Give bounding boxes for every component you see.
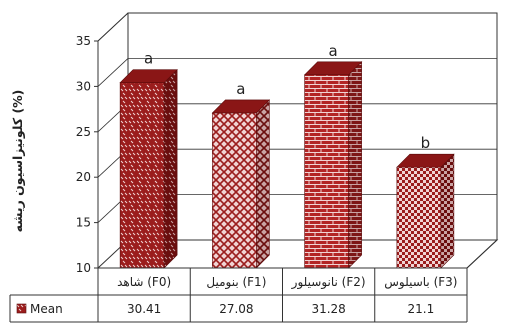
x-category-label: باسیلوس (F3) <box>384 275 457 290</box>
y-tick-label: 25 <box>76 125 91 139</box>
significance-letter: b <box>421 134 431 152</box>
gridline-side <box>97 12 129 42</box>
bar-top <box>119 69 178 83</box>
y-tick-label: 30 <box>76 79 91 93</box>
data-value-label: 27.08 <box>219 302 253 316</box>
legend-swatch <box>16 303 27 314</box>
data-value-label: 31.28 <box>311 302 345 316</box>
bar-side <box>348 61 362 269</box>
bar <box>304 74 349 269</box>
bar-group <box>303 61 363 269</box>
bar-side <box>163 68 178 269</box>
bar <box>212 112 257 269</box>
significance-letter: a <box>329 42 338 60</box>
gridline-side <box>97 58 129 87</box>
x-category-label: شاهد (F0) <box>117 275 171 289</box>
bar-top <box>303 61 363 76</box>
bar-top <box>396 153 455 168</box>
bar-group <box>119 68 178 269</box>
data-value-label: 30.41 <box>127 302 161 316</box>
y-tick-label: 35 <box>76 34 91 48</box>
x-category-label: نانوسیلور (F2) <box>291 275 366 290</box>
data-value-label: 21.1 <box>408 302 435 316</box>
bar <box>396 166 442 269</box>
bar-top <box>211 99 271 114</box>
floor-right-edge <box>466 239 498 269</box>
bar-side <box>440 153 455 269</box>
significance-letter: a <box>236 80 245 98</box>
bar-group <box>211 99 271 269</box>
x-category-label: بنومیل (F1) <box>206 275 266 290</box>
y-tick-label: 20 <box>76 170 91 184</box>
y-tick-label: 15 <box>76 216 91 230</box>
bar-group <box>396 153 455 269</box>
legend-series-label: Mean <box>30 302 63 316</box>
bar <box>119 82 165 269</box>
bar-side <box>256 99 270 269</box>
significance-letter: a <box>144 50 153 68</box>
y-tick-label: 10 <box>76 261 91 275</box>
